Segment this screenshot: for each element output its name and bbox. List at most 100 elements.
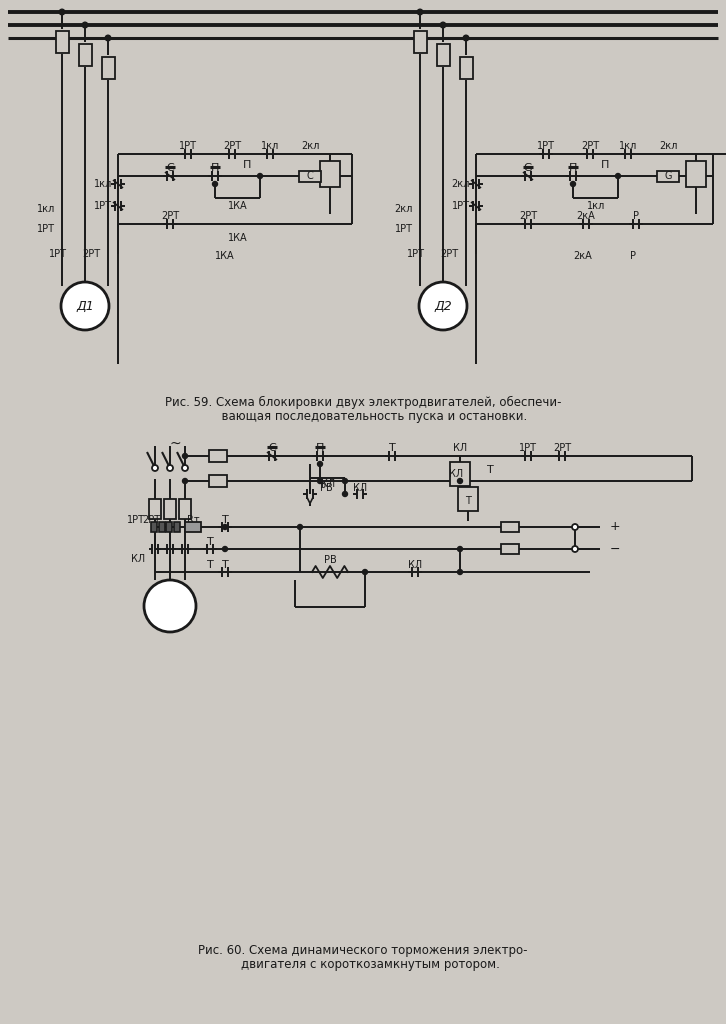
- Circle shape: [144, 580, 196, 632]
- Text: 1КА: 1КА: [228, 201, 248, 211]
- Circle shape: [182, 465, 188, 471]
- Text: G: G: [523, 163, 532, 173]
- Text: П: П: [316, 443, 325, 453]
- Text: G: G: [664, 171, 672, 181]
- Circle shape: [82, 23, 88, 28]
- Bar: [450, 462, 470, 486]
- Text: Рис. 60. Схема динамического торможения электро-: Рис. 60. Схема динамического торможения …: [198, 944, 528, 957]
- Text: Д2: Д2: [434, 299, 452, 312]
- Text: 1кл: 1кл: [619, 141, 637, 151]
- Text: Т: Т: [465, 496, 471, 506]
- Text: 2кА: 2кА: [576, 211, 595, 221]
- Circle shape: [60, 9, 65, 14]
- Circle shape: [463, 35, 469, 41]
- Circle shape: [105, 35, 111, 41]
- Bar: [55, 31, 68, 53]
- Bar: [320, 161, 340, 187]
- Text: КЛ: КЛ: [453, 443, 467, 453]
- Circle shape: [182, 454, 187, 459]
- Text: КЛ: КЛ: [408, 560, 422, 570]
- Circle shape: [572, 524, 578, 530]
- Text: вающая последовательность пуска и остановки.: вающая последовательность пуска и остано…: [199, 410, 527, 423]
- Circle shape: [222, 524, 227, 529]
- Text: 1РТ: 1РТ: [452, 201, 470, 211]
- Circle shape: [213, 181, 218, 186]
- Bar: [185, 522, 201, 532]
- Text: Р: Р: [633, 211, 639, 221]
- Text: 1РТ: 1РТ: [395, 224, 413, 234]
- Text: 2кл: 2кл: [395, 204, 413, 214]
- Circle shape: [616, 173, 621, 178]
- Text: С: С: [268, 443, 276, 453]
- Text: Т: Т: [221, 515, 229, 525]
- Circle shape: [457, 547, 462, 552]
- Text: 1РТ: 1РТ: [407, 249, 425, 259]
- Text: С: С: [166, 163, 174, 173]
- Text: 2РТ: 2РТ: [553, 443, 571, 453]
- Text: Т: Т: [388, 443, 396, 453]
- Circle shape: [317, 478, 322, 483]
- Circle shape: [152, 465, 158, 471]
- Text: 2РТ: 2РТ: [581, 141, 599, 151]
- Circle shape: [167, 465, 173, 471]
- Bar: [159, 522, 165, 532]
- Bar: [78, 44, 91, 66]
- Bar: [179, 499, 191, 519]
- Text: П: П: [601, 160, 609, 170]
- Text: 1РТ: 1РТ: [37, 224, 55, 234]
- Circle shape: [182, 478, 187, 483]
- Text: −: −: [610, 543, 621, 555]
- Bar: [458, 487, 478, 511]
- Bar: [414, 31, 426, 53]
- Text: Т: Т: [221, 560, 229, 570]
- Circle shape: [362, 569, 367, 574]
- Circle shape: [419, 282, 467, 330]
- Circle shape: [457, 478, 462, 483]
- Text: 2кл: 2кл: [301, 141, 319, 151]
- Bar: [166, 522, 172, 532]
- Text: РВ: РВ: [324, 555, 336, 565]
- Text: 2кл: 2кл: [452, 179, 470, 189]
- Circle shape: [440, 23, 446, 28]
- Bar: [460, 57, 473, 79]
- Text: Т: Т: [486, 465, 494, 475]
- Text: 2кл: 2кл: [658, 141, 677, 151]
- Text: КЛ: КЛ: [449, 469, 463, 479]
- Text: П: П: [568, 163, 577, 173]
- Text: РВ: РВ: [320, 483, 333, 493]
- Text: ~: ~: [169, 437, 181, 451]
- Text: П: П: [211, 163, 219, 173]
- Text: 1РТ: 1РТ: [537, 141, 555, 151]
- Text: С: С: [306, 171, 314, 181]
- Circle shape: [61, 282, 109, 330]
- Text: Т: Т: [207, 537, 213, 547]
- Circle shape: [572, 546, 578, 552]
- Bar: [151, 522, 157, 532]
- Text: П: П: [242, 160, 251, 170]
- Text: Rт: Rт: [187, 515, 200, 525]
- Text: 1КА: 1КА: [215, 251, 234, 261]
- Bar: [436, 44, 449, 66]
- Text: 1РТ: 1РТ: [49, 249, 67, 259]
- Bar: [657, 171, 679, 181]
- Text: 2кА: 2кА: [574, 251, 592, 261]
- Text: 1РТ: 1РТ: [179, 141, 197, 151]
- Circle shape: [571, 181, 576, 186]
- Circle shape: [417, 9, 423, 14]
- Text: Рис. 59. Схема блокировки двух электродвигателей, обеспечи-: Рис. 59. Схема блокировки двух электродв…: [165, 396, 561, 410]
- Bar: [209, 450, 227, 462]
- Bar: [209, 475, 227, 487]
- Text: Т: Т: [207, 560, 213, 570]
- Bar: [501, 522, 519, 532]
- Bar: [164, 499, 176, 519]
- Circle shape: [457, 569, 462, 574]
- Bar: [686, 161, 706, 187]
- Text: 2РТ: 2РТ: [440, 249, 458, 259]
- Circle shape: [343, 478, 348, 483]
- Bar: [149, 499, 161, 519]
- Text: 1КА: 1КА: [228, 233, 248, 243]
- Text: 1РТ: 1РТ: [127, 515, 145, 525]
- Bar: [299, 171, 321, 181]
- Circle shape: [258, 173, 263, 178]
- Text: 2РТ: 2РТ: [223, 141, 241, 151]
